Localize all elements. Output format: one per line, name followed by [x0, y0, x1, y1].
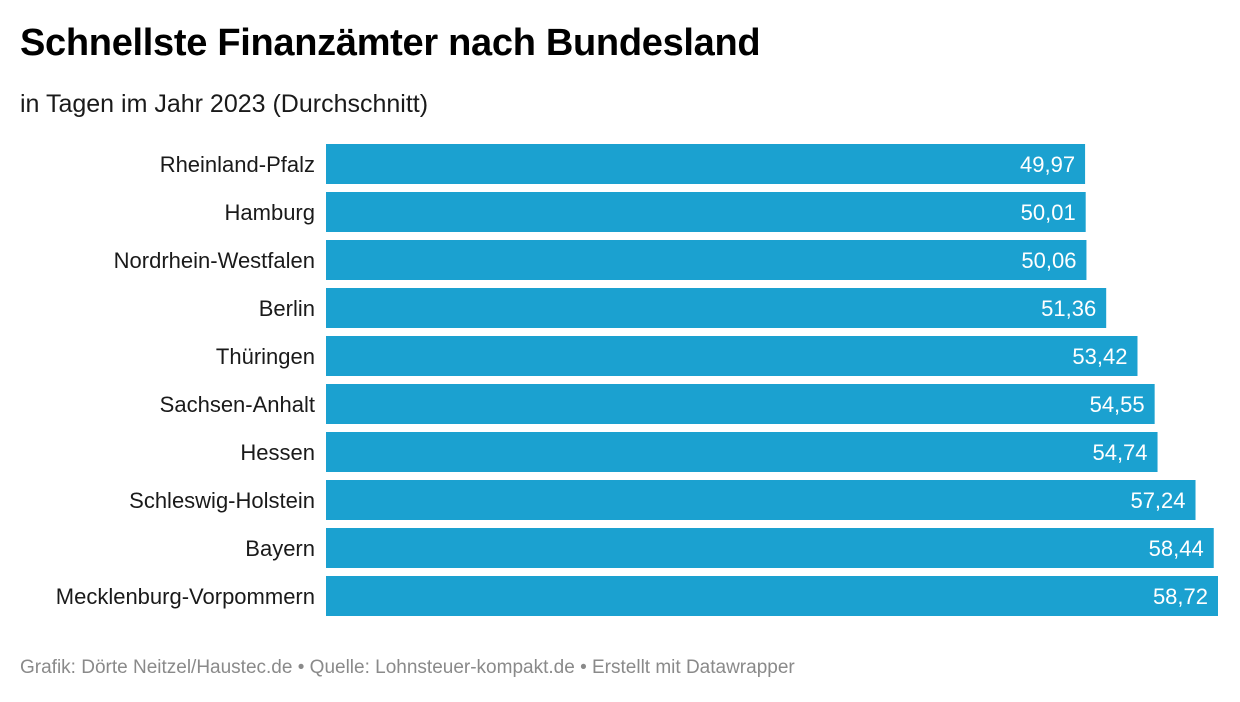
category-label: Thüringen	[216, 344, 315, 369]
category-label: Bayern	[245, 536, 315, 561]
category-label: Sachsen-Anhalt	[160, 392, 315, 417]
bar	[326, 336, 1138, 376]
bar	[326, 240, 1087, 280]
chart-footer: Grafik: Dörte Neitzel/Haustec.de • Quell…	[20, 657, 795, 679]
value-label: 50,06	[1021, 248, 1076, 273]
value-label: 53,42	[1072, 344, 1127, 369]
footer-separator: •	[580, 657, 587, 678]
footer-source: Quelle: Lohnsteuer-kompakt.de	[309, 657, 575, 678]
footer-tool: Erstellt mit Datawrapper	[592, 657, 795, 678]
category-label: Nordrhein-Westfalen	[114, 248, 315, 273]
chart-subtitle: in Tagen im Jahr 2023 (Durchschnitt)	[20, 90, 429, 118]
value-label: 51,36	[1041, 296, 1096, 321]
bar	[326, 480, 1196, 520]
bar	[326, 528, 1214, 568]
footer-credit: Grafik: Dörte Neitzel/Haustec.de	[20, 657, 293, 678]
bar-chart: Rheinland-Pfalz 49,97 Hamburg 50,01 Nordrhei…	[56, 144, 1218, 616]
bar	[326, 192, 1086, 232]
value-label: 54,55	[1090, 392, 1145, 417]
value-label: 58,72	[1153, 584, 1208, 609]
chart-title: Schnellste Finanzämter nach Bundesland	[20, 22, 761, 64]
value-label: 49,97	[1020, 152, 1075, 177]
category-label: Berlin	[259, 296, 315, 321]
category-label: Hamburg	[225, 200, 315, 225]
bar	[326, 432, 1158, 472]
value-label: 54,74	[1092, 440, 1147, 465]
value-label: 58,44	[1149, 536, 1204, 561]
category-label: Hessen	[240, 440, 315, 465]
category-label: Mecklenburg-Vorpommern	[56, 584, 315, 609]
category-label: Rheinland-Pfalz	[160, 152, 315, 177]
value-label: 50,01	[1021, 200, 1076, 225]
bar	[326, 144, 1086, 184]
footer-separator: •	[297, 657, 305, 678]
category-label: Schleswig-Holstein	[129, 488, 315, 513]
bar	[326, 576, 1218, 616]
bar	[326, 288, 1107, 328]
value-label: 57,24	[1130, 488, 1185, 513]
bar	[326, 384, 1155, 424]
